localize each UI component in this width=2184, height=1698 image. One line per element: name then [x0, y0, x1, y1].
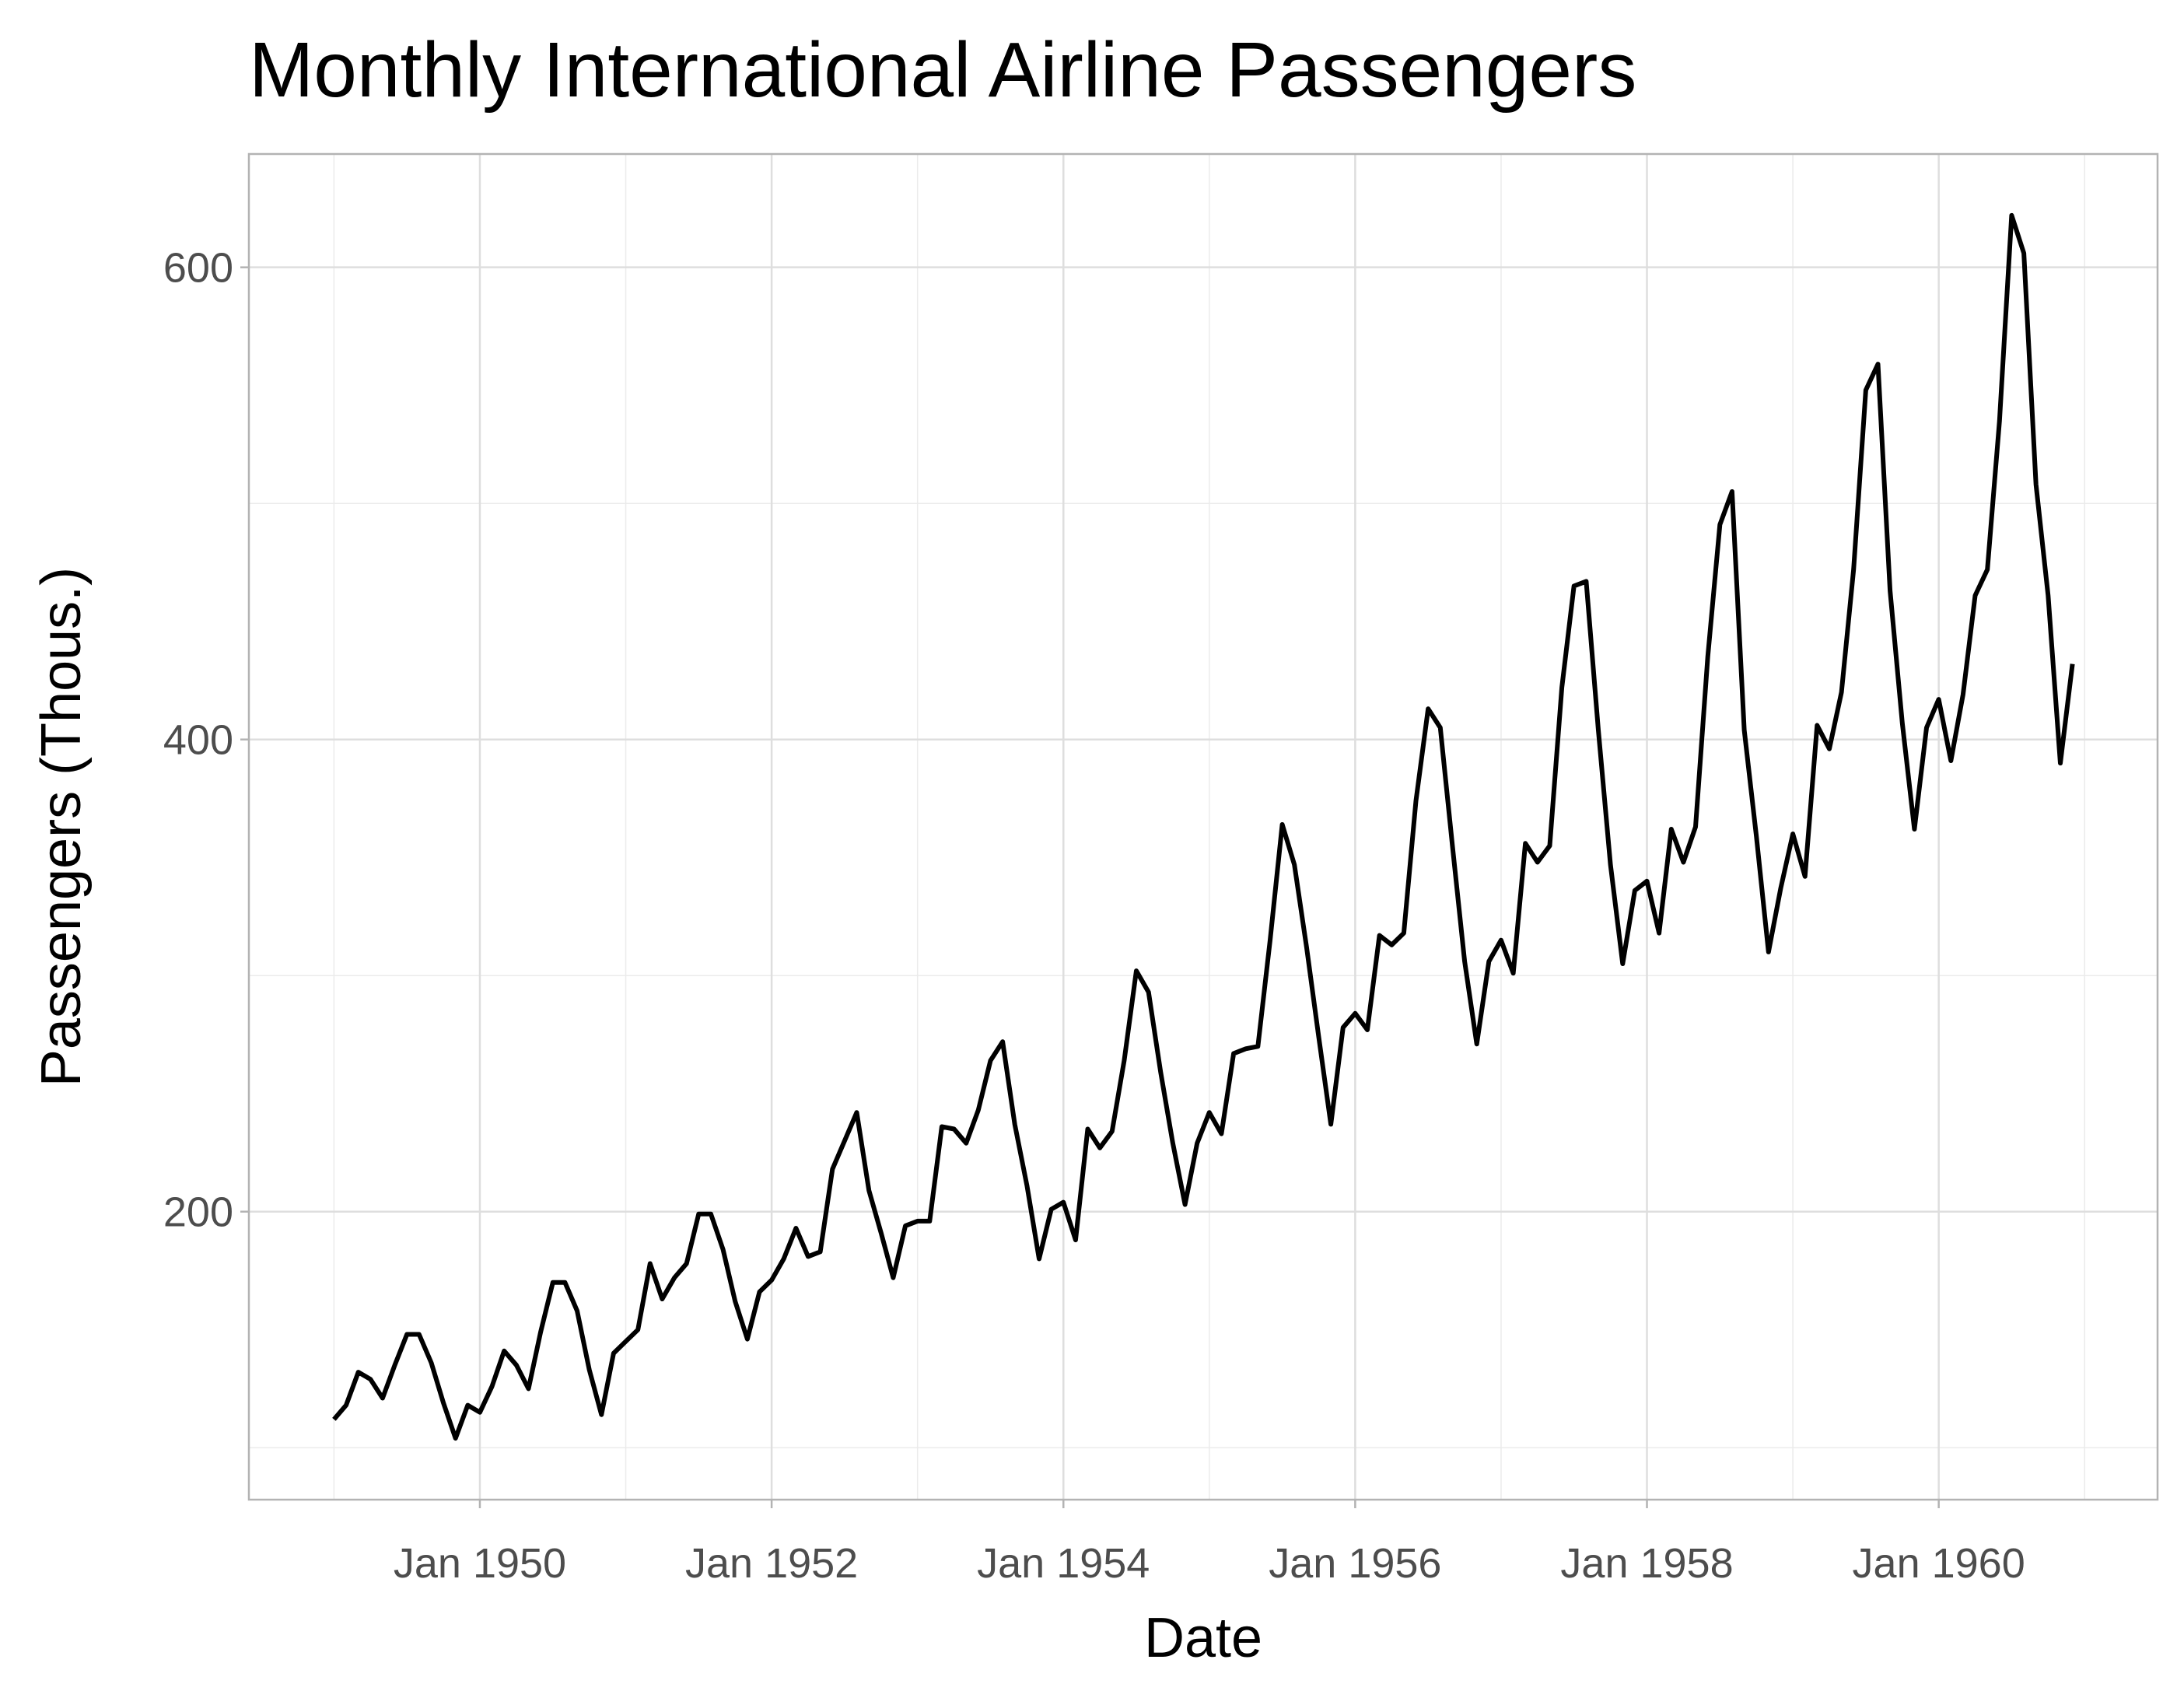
- x-tick-label: Jan 1952: [685, 1540, 858, 1587]
- x-tick-label: Jan 1960: [1853, 1540, 2025, 1587]
- x-tick-label: Jan 1958: [1560, 1540, 1733, 1587]
- x-tick-label: Jan 1956: [1269, 1540, 1441, 1587]
- y-tick-label: 200: [163, 1189, 233, 1236]
- x-tick-label: Jan 1954: [977, 1540, 1150, 1587]
- x-axis-title: Date: [1144, 1607, 1262, 1669]
- y-axis-title: Passengers (Thous.): [30, 567, 93, 1087]
- panel-border: [247, 152, 2159, 1501]
- x-tick-label: Jan 1950: [394, 1540, 566, 1587]
- series-line: [332, 212, 2075, 1441]
- y-tick-label: 600: [163, 245, 233, 292]
- y-tick-label: 400: [163, 717, 233, 764]
- y-axis: 200 400 600: [163, 245, 249, 1236]
- grid: [249, 154, 2158, 1500]
- x-axis: Jan 1950 Jan 1952 Jan 1954 Jan 1956 Jan 1958…: [394, 1500, 2025, 1587]
- chart-title: Monthly International Airline Passengers: [249, 26, 1636, 114]
